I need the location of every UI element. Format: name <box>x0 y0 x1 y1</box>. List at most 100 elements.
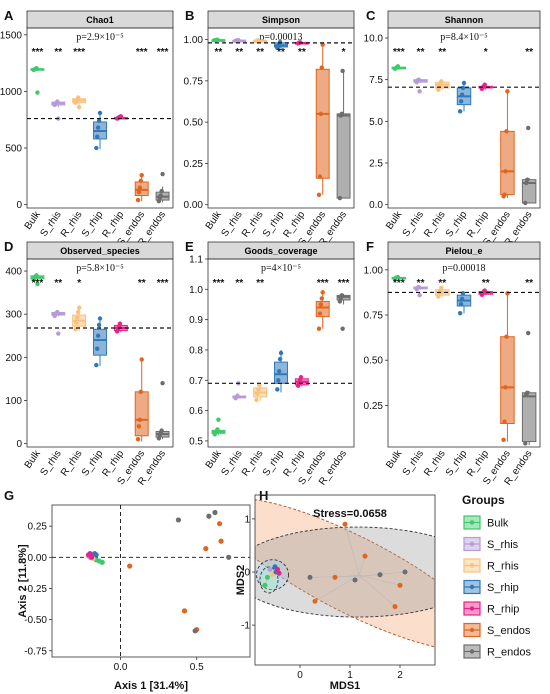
scatter-point <box>87 550 93 557</box>
significance-label: ** <box>235 47 243 58</box>
significance-label: ** <box>438 278 446 289</box>
data-point <box>276 378 281 383</box>
data-point <box>317 311 323 316</box>
x-category-label: Bulk <box>384 448 405 471</box>
data-point <box>505 291 510 296</box>
x-tick-label: 0.0 <box>114 662 128 673</box>
x-tick-label: 0 <box>297 670 303 681</box>
panel-letter-a: A <box>4 8 14 23</box>
data-point <box>524 180 529 186</box>
box-r_endos <box>336 293 351 331</box>
scatter-point <box>212 509 218 516</box>
scatter-point <box>192 628 198 634</box>
data-point <box>525 390 530 395</box>
nmds-point <box>402 569 408 575</box>
plot-frame <box>387 258 541 448</box>
x-category-label: S_rhis <box>401 448 426 478</box>
data-point <box>137 185 143 190</box>
data-point <box>395 64 401 69</box>
data-point <box>503 385 508 390</box>
legend-item-r_endos: R_endos <box>463 644 532 659</box>
legend-key-dot <box>469 520 475 525</box>
data-point <box>525 177 530 182</box>
box-r_endos <box>336 68 351 201</box>
legend-item-bulk: Bulk <box>463 515 509 530</box>
data-point <box>159 428 164 433</box>
significance-label: ** <box>235 278 243 289</box>
scatter-point <box>218 538 224 544</box>
y-tick-label: 1500 <box>0 30 22 41</box>
box-body <box>93 328 107 356</box>
legend-label: R_rhip <box>487 604 519 616</box>
data-point <box>34 273 39 278</box>
significance-label: *** <box>73 47 85 58</box>
nmds-point <box>352 577 358 583</box>
x-axis-title: Axis 1 [31.4%] <box>114 680 188 692</box>
y-tick-label: -0.75 <box>24 646 47 657</box>
data-point <box>158 193 163 198</box>
box-s_endos <box>315 290 330 331</box>
data-point <box>505 89 510 94</box>
box-r_rhis <box>253 38 268 44</box>
data-point <box>298 375 304 380</box>
significance-label: * <box>77 278 81 289</box>
significance-label: ** <box>482 278 490 289</box>
legend-item-s_endos: S_endos <box>463 622 531 638</box>
box-s_rhis <box>51 99 66 121</box>
significance-label: ** <box>138 278 146 289</box>
data-point <box>502 419 507 424</box>
data-point <box>457 109 463 114</box>
nmds-point <box>262 582 268 588</box>
box-bulk <box>391 64 407 72</box>
data-point <box>460 85 466 91</box>
data-point <box>319 296 324 301</box>
y-tick-label: 0.5 <box>189 436 203 447</box>
box-body <box>134 391 149 437</box>
box-r_endos <box>155 171 170 204</box>
data-point <box>339 111 344 117</box>
data-point <box>76 309 81 315</box>
data-point <box>159 188 164 194</box>
significance-label: ** <box>256 278 264 289</box>
plot-frame <box>51 504 251 658</box>
y-axis-title: MDS2 <box>235 565 247 596</box>
x-tick-label: 2 <box>397 670 403 681</box>
data-point <box>459 92 465 97</box>
box-r_rhip <box>113 114 128 121</box>
box-s_endos <box>500 291 515 442</box>
box-r_rhis <box>253 382 268 403</box>
nmds-point <box>307 574 313 580</box>
legend-title: Groups <box>462 493 505 507</box>
box-s_endos <box>315 42 330 197</box>
data-point <box>504 334 509 339</box>
significance-label: *** <box>157 278 169 289</box>
data-point <box>255 391 260 397</box>
nmds-point <box>377 572 383 578</box>
panel-nmds: -1 0 1 0 1 2 Stress=0.0658 MDS1 MDS2 <box>235 494 436 692</box>
box-r_rhip <box>294 375 309 388</box>
data-point <box>501 437 506 442</box>
legend-item-r_rhip: R_rhip <box>463 601 519 616</box>
box-body <box>521 392 537 443</box>
y-tick-label: 0.00 <box>28 553 48 564</box>
data-point <box>417 292 422 298</box>
data-point <box>278 350 284 356</box>
plot-frame <box>387 27 541 209</box>
legend-key-dot <box>469 541 475 547</box>
y-tick-label: 1 <box>244 514 250 525</box>
data-point <box>76 105 82 110</box>
data-point <box>136 189 142 195</box>
panel-pielou_e: Pielou_e 0.25 0.50 0.75 1.00 p=0.00018 *** Bulk… <box>364 241 541 488</box>
data-point <box>56 331 61 336</box>
y-tick-label: 0 <box>16 200 22 211</box>
data-point <box>417 89 422 94</box>
box-s_rhip <box>93 316 107 368</box>
data-point <box>339 293 344 298</box>
y-tick-label: 300 <box>5 310 22 321</box>
data-point <box>436 87 441 92</box>
data-point <box>95 125 101 130</box>
significance-label: *** <box>338 278 350 289</box>
data-point <box>139 357 144 362</box>
box-s_endos <box>134 357 149 442</box>
data-point <box>95 346 100 351</box>
